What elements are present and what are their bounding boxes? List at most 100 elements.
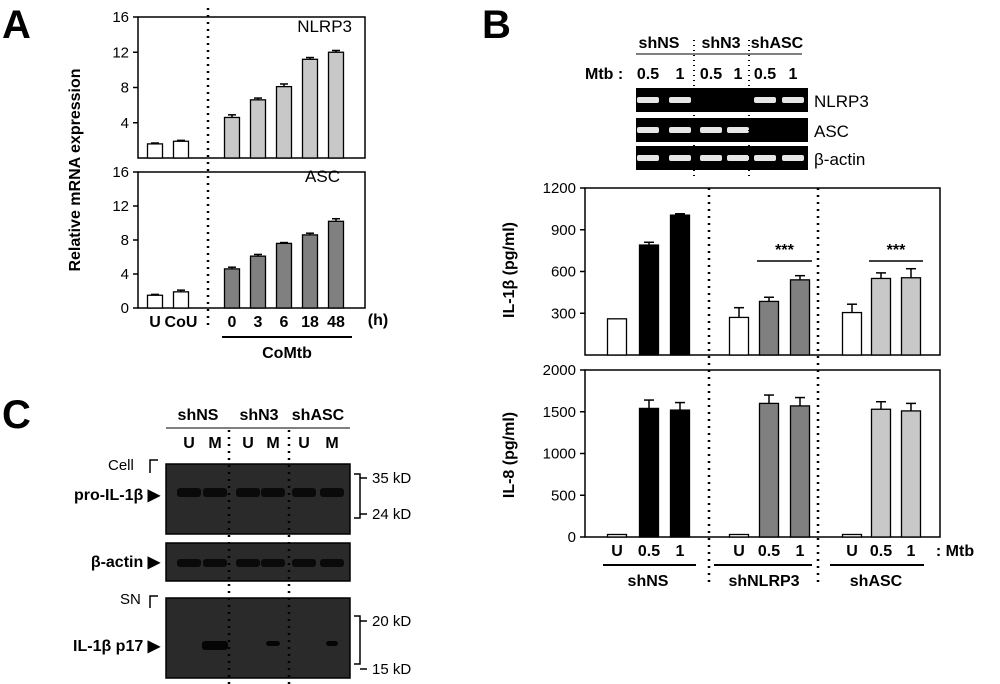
blot-group-label: shASC bbox=[292, 407, 345, 424]
mw-label: 24 kD bbox=[372, 506, 411, 523]
il8-ylabel: IL-8 (pg/ml) bbox=[501, 412, 518, 498]
mtb-prefix: Mtb : bbox=[585, 66, 623, 83]
x-tick-label: 48 bbox=[327, 314, 345, 331]
gel-group-label: shASC bbox=[751, 35, 804, 52]
blot-lane-label: U bbox=[242, 435, 254, 452]
y-tick-label: 4 bbox=[121, 115, 129, 132]
y-tick-label: 8 bbox=[121, 232, 129, 249]
x-tick-label: 0.5 bbox=[758, 543, 780, 560]
gel-band bbox=[700, 155, 722, 161]
bar bbox=[669, 409, 691, 538]
il1b-ylabel: IL-1β (pg/ml) bbox=[501, 222, 518, 318]
sig-stars: *** bbox=[775, 242, 794, 259]
blot-group-label: shN3 bbox=[239, 407, 278, 424]
blot-row-label: pro-IL-1β ▶ bbox=[74, 487, 161, 504]
y-tick-label: 4 bbox=[121, 266, 129, 283]
bar bbox=[900, 410, 922, 538]
gel-dose-label: 1 bbox=[789, 66, 798, 83]
bar bbox=[758, 300, 780, 356]
panel-b-x-suffix: : Mtb bbox=[936, 543, 974, 560]
gel-band bbox=[637, 127, 659, 133]
blot-band bbox=[202, 641, 228, 650]
bar bbox=[638, 244, 660, 356]
gel-band bbox=[782, 97, 804, 103]
gel-band-label: NLRP3 bbox=[814, 92, 869, 111]
mw-bracket bbox=[354, 473, 361, 519]
y-tick-label: 1200 bbox=[543, 180, 576, 197]
x-tick-label: U bbox=[733, 543, 745, 560]
x-tick-label: U bbox=[149, 314, 161, 331]
blot-group-label: shNS bbox=[178, 407, 219, 424]
x-tick-label: 0.5 bbox=[638, 543, 660, 560]
gel-band-label: β-actin bbox=[814, 150, 865, 169]
gel-band bbox=[754, 155, 776, 161]
blot-band bbox=[236, 488, 260, 497]
gel-band bbox=[727, 127, 749, 133]
blot-band bbox=[266, 641, 280, 646]
bar bbox=[172, 140, 190, 159]
cell-label: Cell bbox=[108, 457, 134, 474]
gel-band bbox=[669, 127, 691, 133]
bar bbox=[146, 143, 164, 159]
y-tick-label: 12 bbox=[112, 198, 129, 215]
blot-band bbox=[177, 488, 201, 497]
mw-label: 35 kD bbox=[372, 470, 411, 487]
bar bbox=[728, 316, 750, 356]
x-tick-label: 18 bbox=[301, 314, 319, 331]
blot-band bbox=[261, 488, 285, 497]
y-tick-label: 2000 bbox=[543, 362, 576, 379]
blot-band bbox=[320, 559, 344, 567]
bar bbox=[789, 279, 811, 356]
bar bbox=[301, 234, 319, 309]
x-tick-label: 6 bbox=[280, 314, 289, 331]
y-tick-label: 8 bbox=[121, 80, 129, 97]
y-tick-label: 1500 bbox=[543, 404, 576, 421]
panel-a-bottom-title: ASC bbox=[305, 167, 340, 186]
blot-band bbox=[236, 559, 260, 567]
gel-dose-label: 1 bbox=[676, 66, 685, 83]
y-tick-label: 600 bbox=[551, 264, 576, 281]
gel-strip bbox=[636, 88, 808, 112]
gel-band bbox=[727, 155, 749, 161]
blot-lane-label: M bbox=[266, 435, 279, 452]
gel-dose-label: 0.5 bbox=[700, 66, 722, 83]
x-tick-label: U bbox=[611, 543, 623, 560]
gel-band bbox=[754, 97, 776, 103]
bar bbox=[301, 58, 319, 159]
blot-row-label: β-actin ▶ bbox=[91, 554, 161, 571]
blot-band bbox=[320, 488, 344, 497]
bar bbox=[870, 408, 892, 538]
cell-bracket bbox=[149, 459, 158, 473]
panel-b-charts: 300 600 900 1200 *** *** 0 500 1000 1500 2000 U 0.5 1… bbox=[543, 180, 941, 590]
blot-band bbox=[203, 559, 227, 567]
y-tick-label: 500 bbox=[551, 487, 576, 504]
bar bbox=[728, 533, 750, 538]
gel-band-label: ASC bbox=[814, 122, 849, 141]
panel-a-top-title: NLRP3 bbox=[297, 17, 352, 36]
x-tick-label: 0 bbox=[228, 314, 237, 331]
blot-lane-label: M bbox=[208, 435, 221, 452]
bar bbox=[249, 255, 267, 309]
blot-band bbox=[292, 559, 316, 567]
y-tick-label: 300 bbox=[551, 305, 576, 322]
bar bbox=[606, 533, 628, 538]
bar bbox=[223, 268, 241, 309]
blot-lane-label: M bbox=[325, 435, 338, 452]
y-tick-label: 12 bbox=[112, 44, 129, 61]
mw-label: 15 kD bbox=[372, 661, 411, 678]
bar bbox=[900, 277, 922, 356]
gel-dose-label: 1 bbox=[734, 66, 743, 83]
blot-strip bbox=[165, 463, 351, 535]
x-tick-label: 1 bbox=[796, 543, 805, 560]
bar bbox=[275, 242, 293, 309]
x-tick-label: 3 bbox=[254, 314, 263, 331]
blot-lane-label: U bbox=[183, 435, 195, 452]
sig-stars: *** bbox=[887, 242, 906, 259]
x-tick-label: 1 bbox=[676, 543, 685, 560]
panel-a-x-unit: (h) bbox=[368, 312, 388, 329]
bar bbox=[669, 214, 691, 356]
group-label: shASC bbox=[850, 573, 903, 590]
sn-bracket bbox=[149, 595, 158, 608]
